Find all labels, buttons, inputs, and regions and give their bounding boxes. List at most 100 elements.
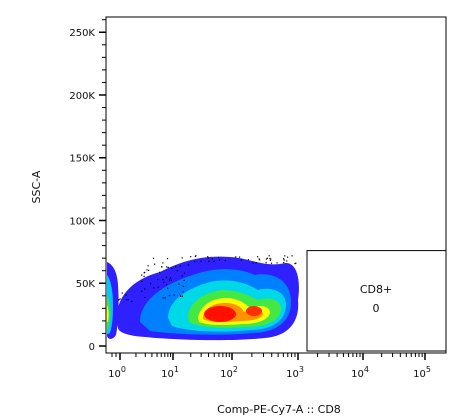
event-dots [118,255,297,303]
event-dot [154,263,156,265]
x-tick-label: 100 [108,365,126,380]
x-tick-label: 104 [351,365,369,380]
event-dot [162,279,164,281]
event-dot [194,255,196,258]
event-dot [218,259,221,261]
event-dot [239,256,241,258]
event-dot [258,259,261,261]
event-dot [165,284,168,286]
event-dot [169,279,171,281]
event-dot [180,295,182,297]
event-dot [144,296,146,299]
event-dot [213,260,215,262]
event-dot [162,297,164,299]
event-dot [255,262,257,264]
event-dot [143,275,145,277]
event-dot [164,297,166,299]
event-dot [183,272,185,274]
event-dot [252,262,254,264]
event-dot [207,257,209,259]
event-dot [240,259,242,261]
event-dot [194,261,196,263]
y-tick-label: 0 [89,342,95,353]
event-dot [181,295,183,297]
event-dot [182,285,184,287]
gate-cd8[interactable]: CD8+ 0 [306,250,447,352]
event-dot [179,295,182,297]
event-dot [265,262,267,264]
event-dot [141,290,143,292]
event-dot [171,267,173,269]
event-dot [141,280,143,282]
event-dot [141,274,143,276]
event-dot [152,257,155,259]
event-dot [161,266,163,268]
event-dot [157,286,159,288]
event-dot [182,291,184,293]
event-dot [178,283,180,285]
event-dot [131,300,133,303]
event-dot [235,256,237,258]
event-dot [166,258,169,260]
event-dot [270,258,272,260]
event-dot [283,258,285,260]
event-dot [170,279,173,281]
y-tick-label: 150K [69,154,95,165]
event-dot [258,258,260,260]
y-tick-label: 50K [76,279,96,290]
event-dot [224,260,226,262]
x-tick-label: 101 [161,365,179,380]
event-dot [181,275,183,277]
x-tick-label: 103 [286,365,304,380]
gate-name: CD8+ [360,283,392,296]
event-dot [127,299,129,301]
y-tick-label: 250K [69,28,95,39]
event-dot [247,259,249,261]
event-dot [144,288,146,290]
event-dot [176,270,178,272]
event-dot [200,260,202,262]
event-dot [269,257,271,260]
event-dot [163,281,165,283]
event-dot [179,265,181,267]
event-dot [276,262,278,264]
x-tick-label: 102 [220,365,238,380]
event-dot [173,294,175,296]
event-dot [153,287,155,289]
event-dot [284,255,286,257]
event-dot [169,277,172,279]
event-dot [283,259,285,261]
event-dot [286,260,288,262]
x-axis: 100 101 102 103 104 105 [108,353,431,380]
y-axis: 0 50K 100K 150K 200K 250K [69,19,106,353]
event-dot [207,256,209,258]
density-cloud [107,256,299,341]
event-dot [195,255,197,257]
y-axis-title: SSC-A [30,170,43,203]
event-dot [175,266,177,268]
event-dot [125,294,127,296]
event-dot [147,265,149,267]
event-dot [268,255,270,257]
y-tick-label: 200K [69,91,95,102]
event-dot [146,269,148,271]
event-dot [283,261,285,264]
event-dot [159,271,161,273]
event-dot [162,262,164,264]
event-dot [118,299,120,301]
event-dot [265,258,267,260]
event-dot [266,257,268,259]
event-dot [119,298,121,300]
event-dot [295,262,297,264]
event-dot [165,276,168,278]
event-dot [166,266,168,268]
gate-rectangle[interactable] [306,250,447,352]
event-dot [167,266,169,268]
event-dot [270,262,273,264]
event-dot [287,256,289,258]
y-tick-label: 100K [69,216,95,227]
event-dot [294,263,296,265]
event-dot [148,269,150,271]
event-dot [167,287,169,289]
